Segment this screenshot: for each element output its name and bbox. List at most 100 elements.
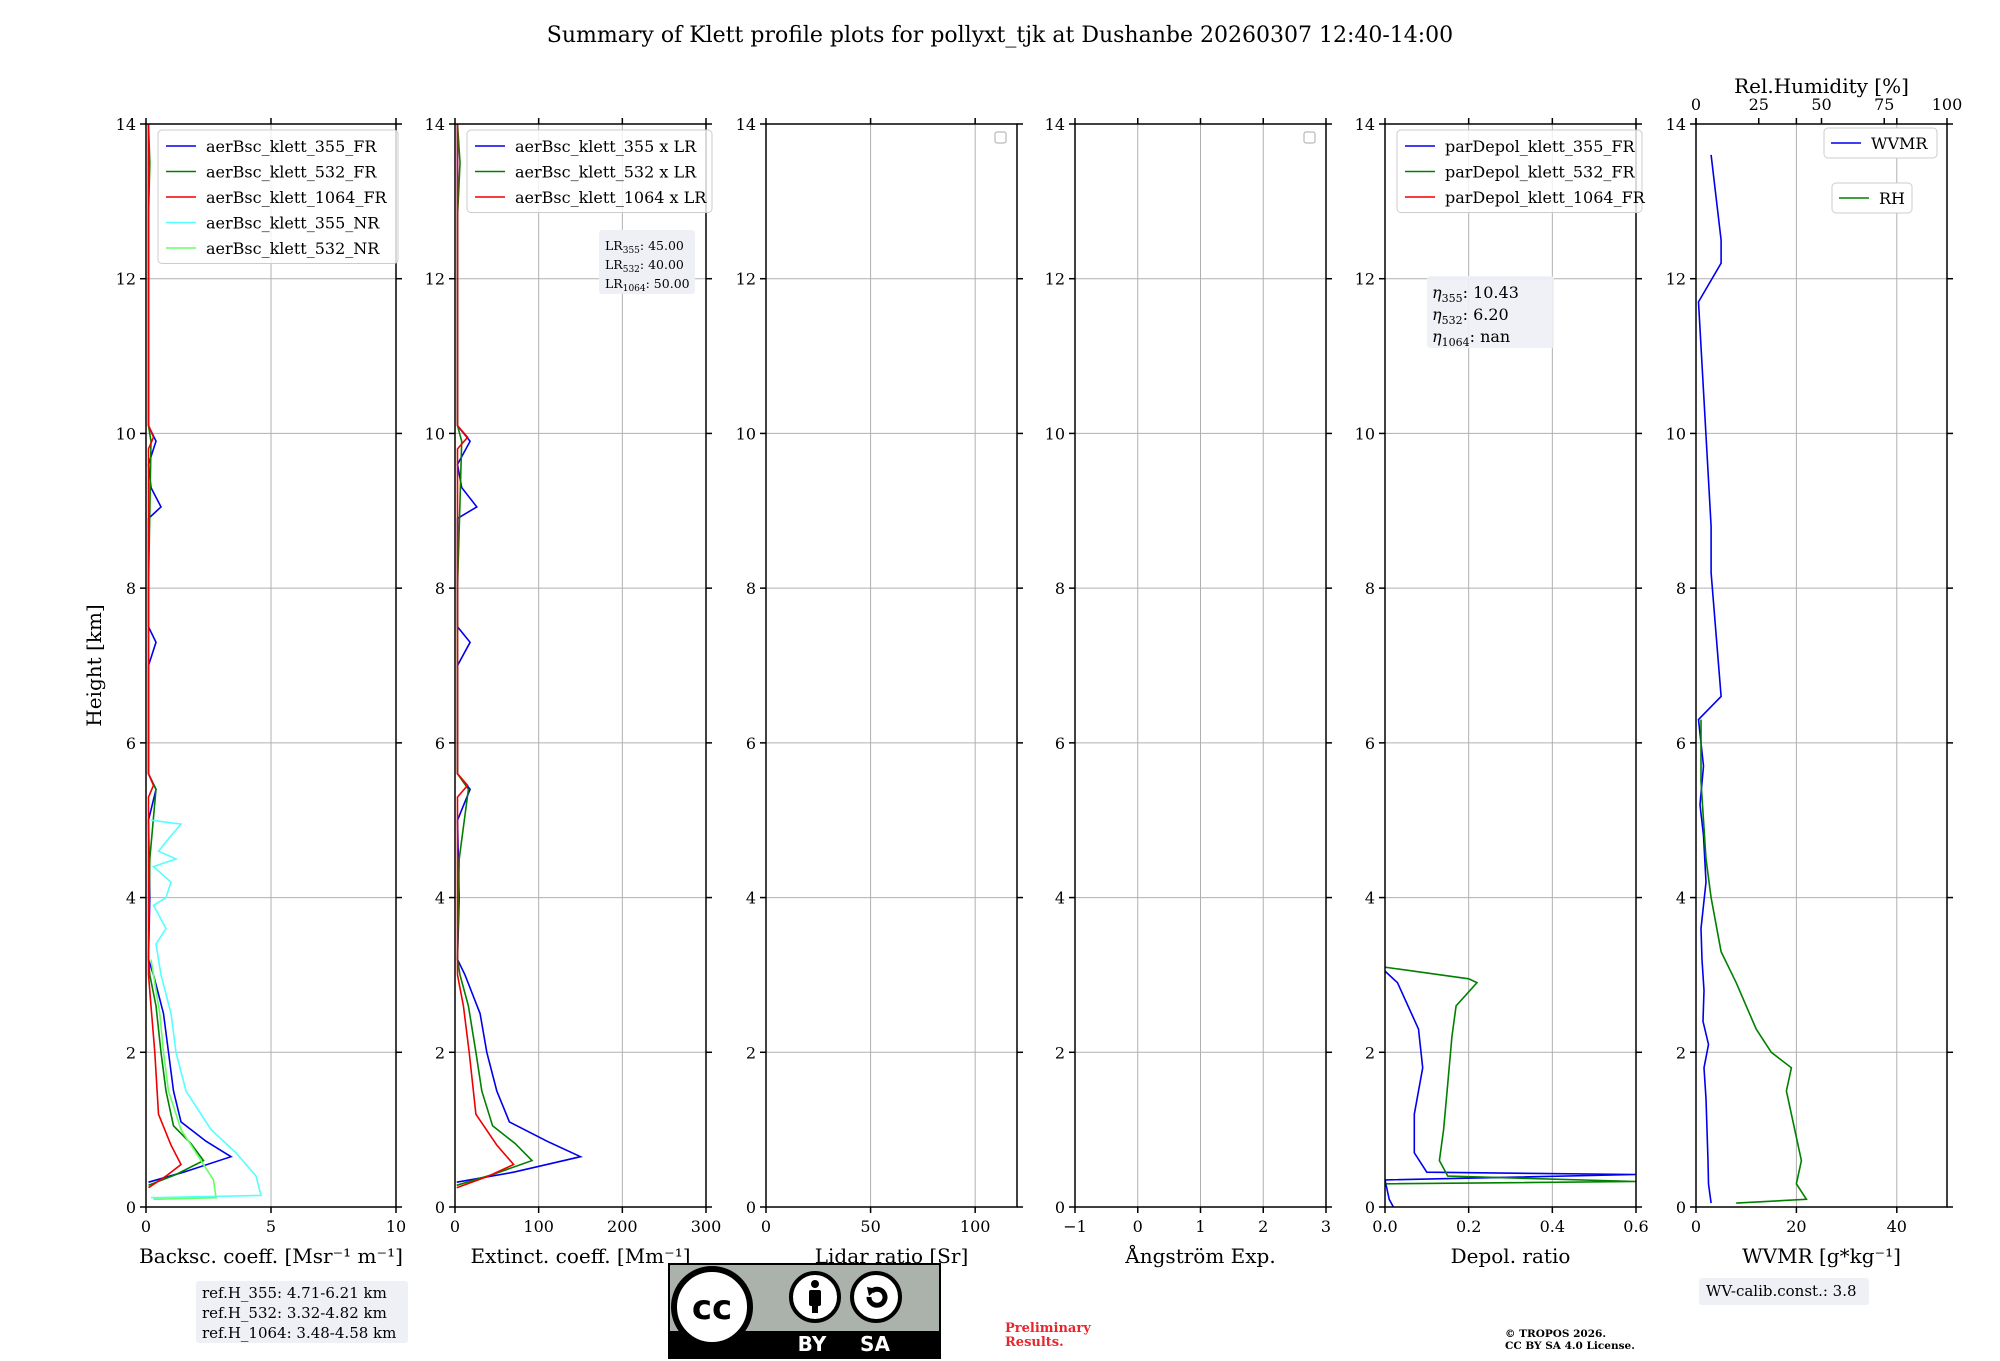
eta-note-box — [1427, 276, 1554, 348]
empty-legend-box — [1303, 131, 1316, 144]
x-tick-label: 0 — [1691, 1217, 1701, 1236]
series-aerBsc_klett_532_FR — [147, 124, 205, 1187]
y-tick-label: 12 — [1666, 270, 1686, 289]
x-tick-label: −1 — [1063, 1217, 1087, 1236]
x-tick-label: 0 — [450, 1217, 460, 1236]
x-tick-label: 0.6 — [1623, 1217, 1648, 1236]
legend-entry: aerBsc_klett_1064 x LR — [515, 188, 707, 207]
x-tick-label: 100 — [960, 1217, 991, 1236]
legend-box-RH — [1831, 182, 1913, 214]
y-tick-label: 14 — [736, 115, 756, 134]
legend-entry: aerBsc_klett_532_FR — [206, 163, 377, 182]
x-axis-label: WVMR [g*kg⁻¹] — [1742, 1244, 1901, 1268]
plot-frame — [1695, 123, 1948, 1208]
y-tick-label: 6 — [126, 734, 136, 753]
y-tick-label: 10 — [736, 424, 756, 443]
y-tick-label: 10 — [425, 424, 445, 443]
y-tick-label: 4 — [746, 889, 756, 908]
legend-entry: aerBsc_klett_532_NR — [206, 239, 380, 258]
series-aerBsc_klett_532_NR — [150, 959, 217, 1201]
y-tick-label: 0 — [746, 1198, 756, 1217]
y-tick-label: 12 — [1045, 270, 1065, 289]
x-tick-label: 100 — [523, 1217, 554, 1236]
series-aerBsc_klett_355 x LR — [456, 124, 583, 1183]
copyright-line-2: CC BY SA 4.0 License. — [1505, 1340, 1635, 1352]
legend-entry: aerBsc_klett_355_FR — [206, 137, 377, 156]
lidar-ratio-note: LR532: 40.00 — [605, 257, 684, 275]
legend-box — [157, 129, 399, 264]
y-tick-label: 14 — [1045, 115, 1065, 134]
x-tick-label: 5 — [266, 1217, 276, 1236]
top-x-tick-label: 0 — [1691, 95, 1701, 114]
y-tick-label: 2 — [126, 1043, 136, 1062]
y-tick-label: 12 — [116, 270, 136, 289]
plot-frame — [1074, 123, 1327, 1208]
cc-logo-icon — [671, 1266, 753, 1348]
copyright-line-1: © TROPOS 2026. — [1505, 1328, 1607, 1340]
figure-title: Summary of Klett profile plots for polly… — [547, 23, 1453, 48]
y-tick-label: 10 — [1045, 424, 1065, 443]
svg-text:BY: BY — [798, 1332, 827, 1356]
top-x-tick-label: 75 — [1874, 95, 1894, 114]
plot-frame — [1384, 123, 1637, 1208]
y-tick-label: 14 — [1666, 115, 1686, 134]
panel-wvmr: 0 2 4 6 8 10 12 14 0 20 40 WVMR [g*kg⁻¹] Rel.Humidit… — [1666, 74, 1963, 1268]
y-tick-label: 2 — [746, 1043, 756, 1062]
legend-entry: WVMR — [1871, 134, 1928, 153]
y-tick-label: 6 — [1365, 734, 1375, 753]
series-parDepol_klett_355_FR — [1385, 970, 1636, 1207]
x-tick-label: 50 — [860, 1217, 880, 1236]
top-x-tick-label: 50 — [1811, 95, 1831, 114]
top-x-tick-label: 100 — [1932, 95, 1963, 114]
x-tick-label: 200 — [607, 1217, 638, 1236]
ref-height-532: ref.H_532: 3.32-4.82 km — [202, 1304, 387, 1322]
y-tick-label: 14 — [1355, 115, 1375, 134]
x-tick-label: 0 — [1133, 1217, 1143, 1236]
x-axis-label: Ångström Exp. — [1124, 1243, 1275, 1268]
x-tick-label: 20 — [1786, 1217, 1806, 1236]
y-tick-label: 6 — [435, 734, 445, 753]
y-tick-label: 0 — [1676, 1198, 1686, 1217]
sa-share-icon — [850, 1271, 902, 1323]
svg-text:SA: SA — [860, 1332, 890, 1356]
cc-license-badge: cc BY SA — [668, 1263, 941, 1359]
y-tick-label: 0 — [435, 1198, 445, 1217]
y-tick-label: 0 — [1055, 1198, 1065, 1217]
y-tick-label: 6 — [746, 734, 756, 753]
lidar-ratio-note: LR1064: 50.00 — [605, 276, 690, 294]
y-tick-label: 2 — [1676, 1043, 1686, 1062]
x-tick-label: 300 — [691, 1217, 722, 1236]
series-aerBsc_klett_355_NR — [150, 819, 263, 1199]
y-tick-label: 2 — [1055, 1043, 1065, 1062]
series-WVMR — [1697, 154, 1722, 1204]
wv-calib-box: WV-calib.const.: 3.8 — [1699, 1278, 1869, 1305]
x-tick-label: 2 — [1258, 1217, 1268, 1236]
y-tick-label: 4 — [1365, 889, 1375, 908]
plot-frame — [454, 123, 707, 1208]
y-tick-label: 10 — [1355, 424, 1375, 443]
panels: 0 2 4 6 8 10 12 14 0 5 10 Backsc. coeff. [Msr⁻¹ m⁻¹… — [82, 74, 1962, 1268]
legend-entry: aerBsc_klett_1064_FR — [206, 188, 388, 207]
y-tick-label: 12 — [736, 270, 756, 289]
y-tick-label: 8 — [435, 579, 445, 598]
legend-entry: parDepol_klett_532_FR — [1445, 163, 1636, 182]
y-tick-label: 14 — [425, 115, 445, 134]
y-tick-label: 0 — [1365, 1198, 1375, 1217]
series-parDepol_klett_532_FR — [1385, 966, 1636, 1185]
y-tick-label: 4 — [1055, 889, 1065, 908]
top-x-axis-label: Rel.Humidity [%] — [1734, 74, 1909, 98]
y-tick-label: 6 — [1055, 734, 1065, 753]
x-axis-label: Backsc. coeff. [Msr⁻¹ m⁻¹] — [139, 1244, 403, 1268]
y-tick-label: 2 — [435, 1043, 445, 1062]
x-axis-label: Depol. ratio — [1451, 1244, 1571, 1268]
panel-backscatter: 0 2 4 6 8 10 12 14 0 5 10 Backsc. coeff. [Msr⁻¹ m⁻¹… — [82, 115, 406, 1268]
eta-note: η532: 6.20 — [1432, 305, 1509, 327]
y-tick-label: 8 — [1055, 579, 1065, 598]
plot-frame — [765, 123, 1018, 1208]
legend-entry: parDepol_klett_1064_FR — [1445, 188, 1646, 207]
panel-depol: 0 2 4 6 8 10 12 14 0.0 0.2 0.4 0.6 Depol. ratio parDe… — [1355, 115, 1649, 1268]
